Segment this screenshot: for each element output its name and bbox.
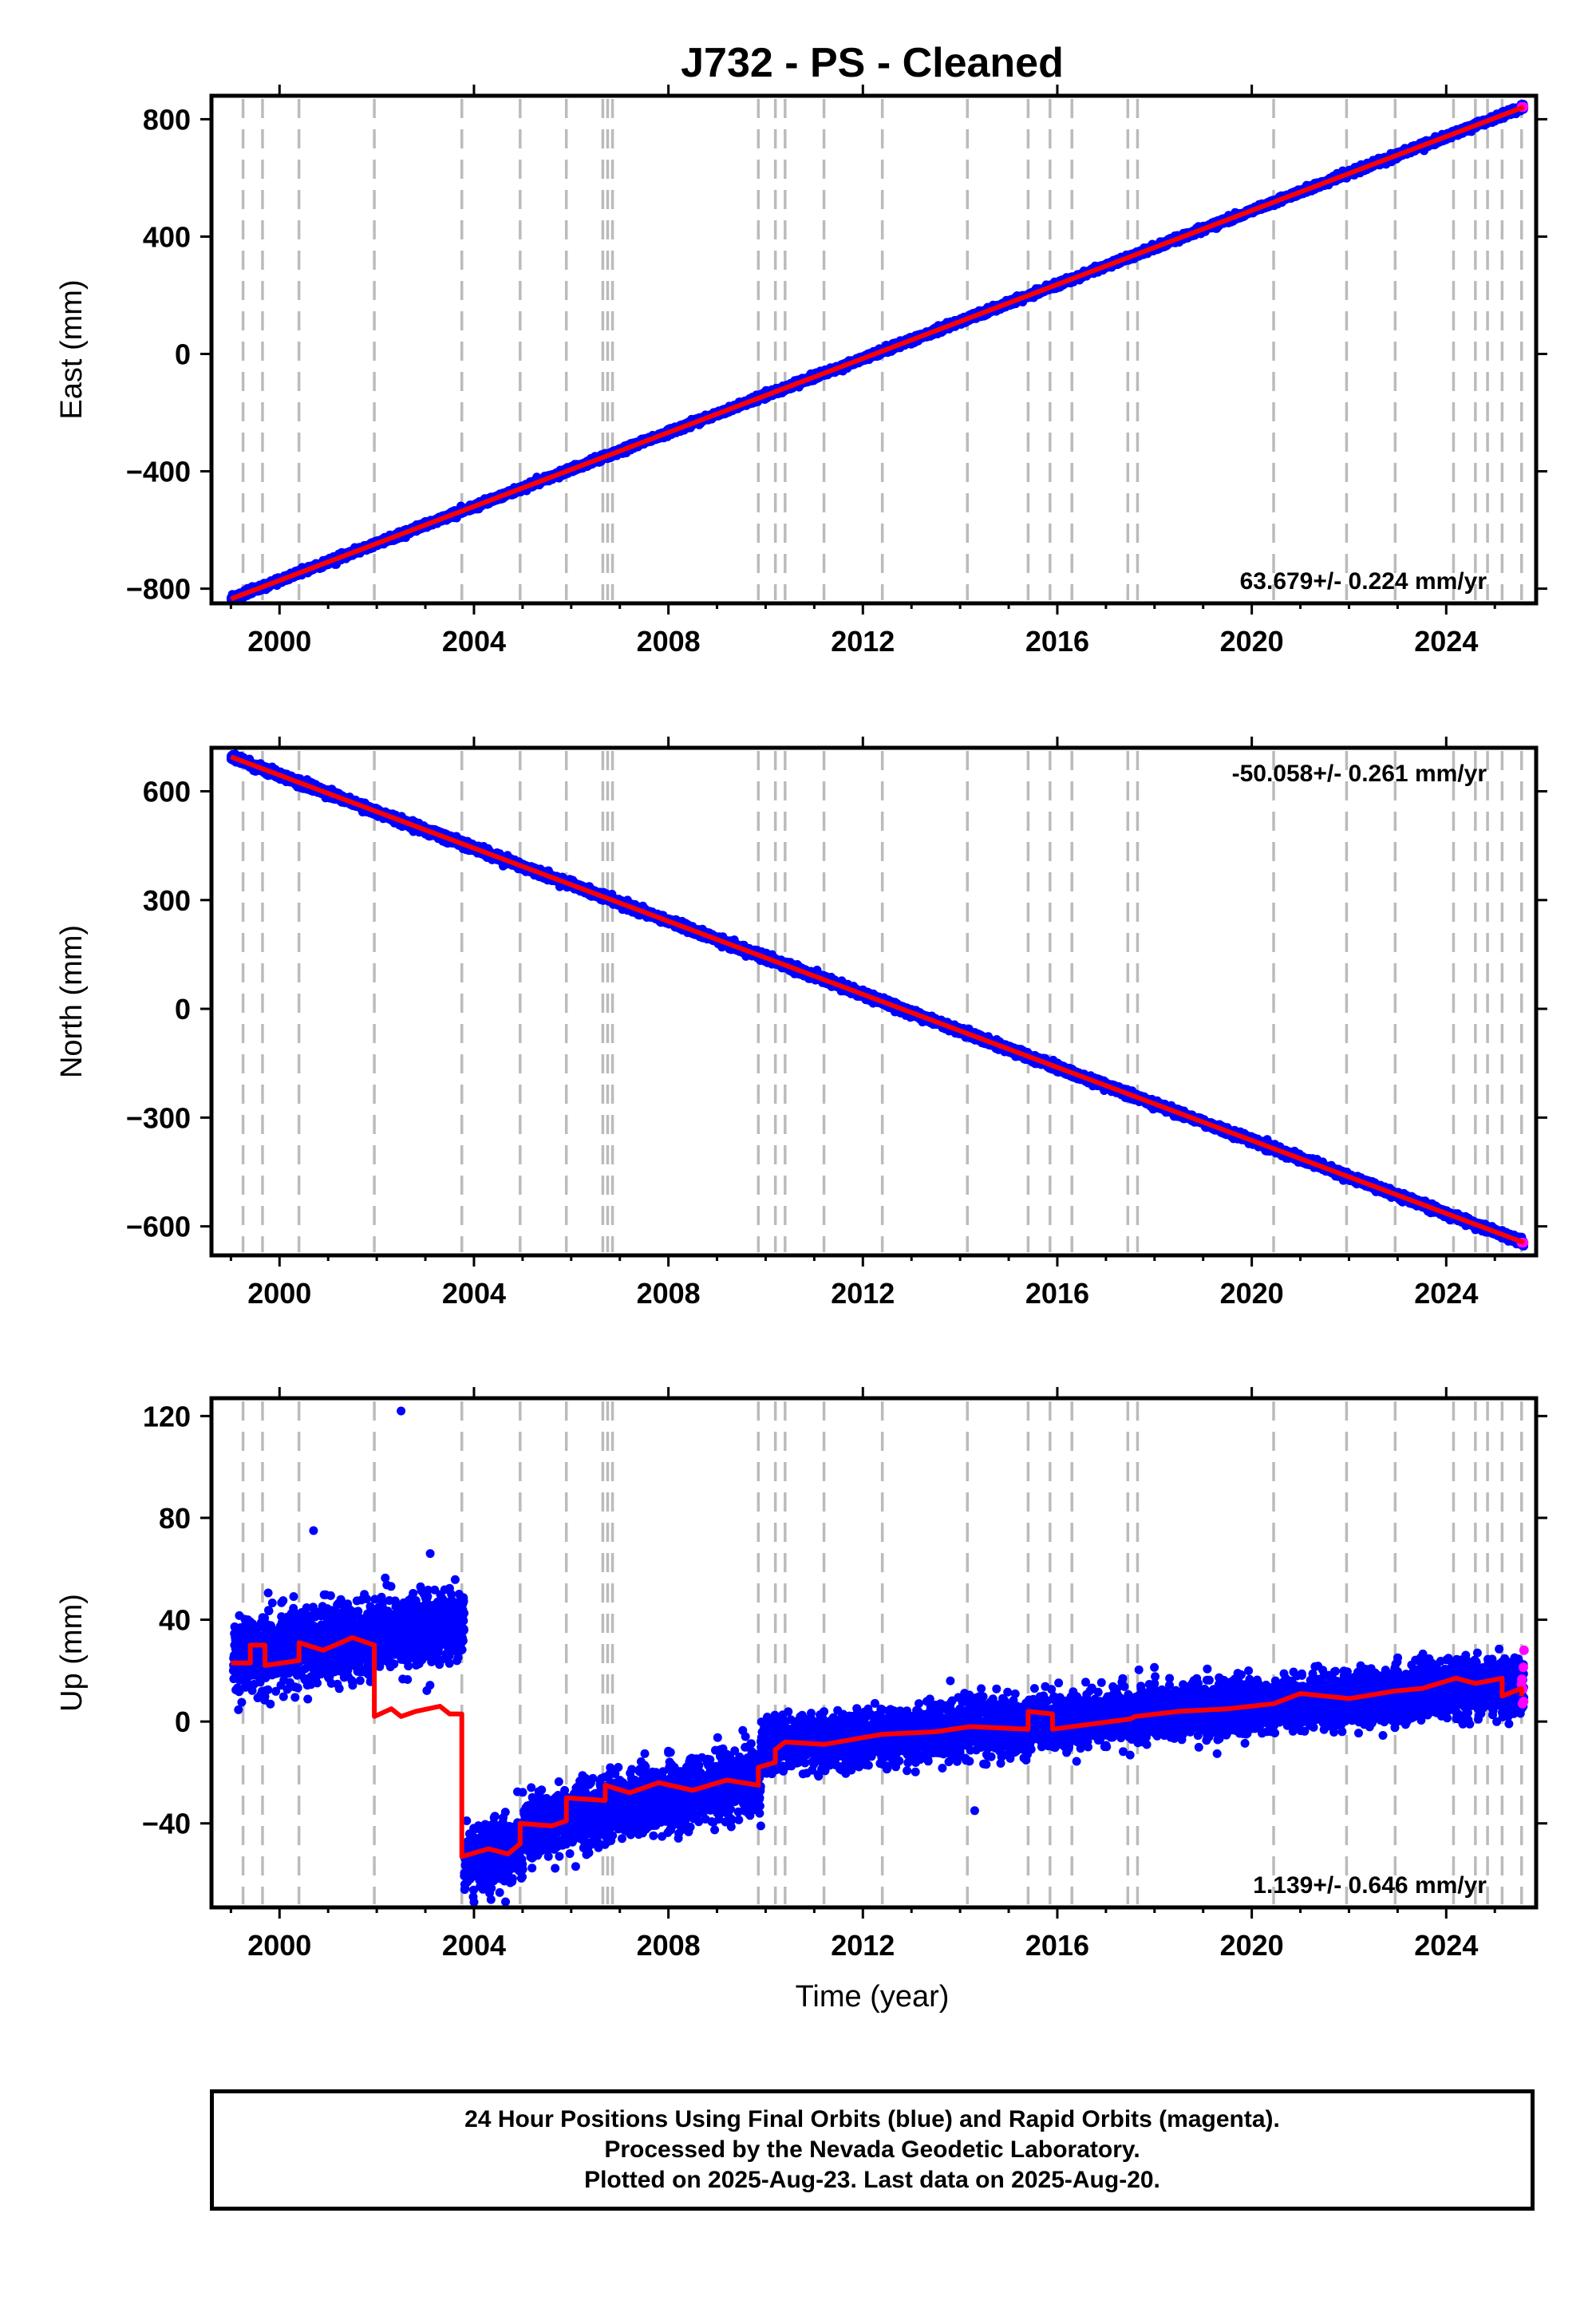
plot-area [226,100,1529,603]
x-axis-label: Time (year) [796,1980,950,2014]
chart-title: J732 - PS - Cleaned [681,40,1064,86]
